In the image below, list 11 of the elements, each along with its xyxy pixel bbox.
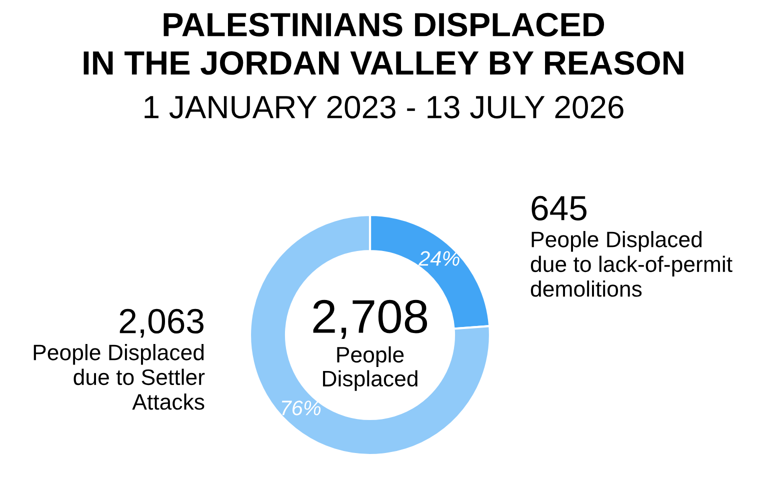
donut-slice (248, 214, 492, 456)
slice-label: People Displaced due to Settler Attacks (34, 344, 205, 410)
text: 76% (282, 400, 321, 416)
text: 2,708 (313, 300, 428, 339)
data-label: 645 (532, 196, 586, 221)
text: People Displaced (323, 346, 418, 391)
data-label: 2,063 (120, 308, 204, 338)
chart-title: PALESTINIANS DISPLACED IN THE JORDAN VALLEY BY REASON (84, 12, 684, 75)
chart-subtitle: 1 JANUARY 2023 - 13 JULY 2026 (144, 96, 624, 118)
slice-label: People Displaced due to lack-of-permit demolitions (530, 231, 732, 297)
text: 24% (418, 251, 460, 266)
